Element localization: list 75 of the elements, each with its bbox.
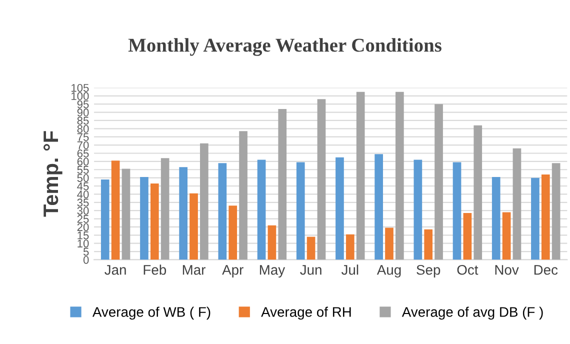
y-tick-label: 55 bbox=[77, 166, 89, 174]
bar bbox=[239, 131, 248, 260]
bar bbox=[374, 154, 383, 260]
bar bbox=[200, 143, 208, 260]
y-tick-label: 95 bbox=[77, 100, 89, 108]
bar bbox=[541, 174, 550, 260]
y-tick-label: 90 bbox=[77, 108, 89, 116]
x-tick-label: Nov bbox=[495, 265, 519, 275]
bar bbox=[190, 193, 198, 260]
bar bbox=[317, 99, 326, 260]
y-tick-label: 105 bbox=[72, 84, 89, 92]
bar bbox=[512, 148, 522, 260]
bar bbox=[452, 162, 462, 260]
bar bbox=[492, 176, 500, 260]
bar bbox=[424, 229, 433, 260]
y-tick-label: 5 bbox=[83, 248, 89, 256]
y-tick-label: 25 bbox=[77, 215, 89, 223]
x-tick-label: Feb bbox=[144, 264, 166, 275]
legend-label: Average of avg DB (F ) bbox=[402, 306, 543, 320]
y-axis-title: Temp. °F bbox=[44, 131, 62, 217]
y-tick-label: 100 bbox=[72, 92, 89, 100]
y-tick-label: 45 bbox=[77, 182, 89, 190]
bar bbox=[502, 212, 511, 260]
y-tick-label: 80 bbox=[77, 124, 89, 133]
bar bbox=[385, 228, 394, 260]
bar bbox=[150, 184, 159, 260]
bar bbox=[160, 158, 170, 260]
x-tick-label: Oct bbox=[457, 264, 478, 275]
x-tick-label: May bbox=[260, 265, 286, 278]
x-tick-label: Apr bbox=[222, 265, 244, 278]
bar bbox=[179, 167, 188, 260]
x-tick-label: Jul bbox=[341, 264, 358, 275]
bar bbox=[336, 157, 344, 260]
bar bbox=[463, 213, 472, 260]
bar bbox=[356, 92, 365, 260]
x-tick-label: Aug bbox=[376, 265, 401, 278]
y-tick-label: 20 bbox=[77, 223, 89, 232]
bar bbox=[434, 104, 443, 260]
y-tick-label: 10 bbox=[78, 240, 89, 248]
y-tick-label: 0 bbox=[83, 256, 89, 264]
y-tick-label: 50 bbox=[77, 174, 89, 182]
y-tick-label: 40 bbox=[77, 190, 89, 198]
y-tick-label: 85 bbox=[77, 116, 89, 125]
bar bbox=[122, 168, 130, 260]
y-tick-label: 35 bbox=[77, 198, 89, 207]
bar bbox=[140, 176, 148, 260]
bar bbox=[296, 162, 305, 260]
bar bbox=[218, 163, 227, 260]
bar bbox=[278, 109, 287, 260]
x-tick-label: Mar bbox=[182, 265, 206, 275]
bar bbox=[552, 163, 560, 260]
bar bbox=[257, 160, 266, 260]
y-tick-label: 15 bbox=[78, 232, 89, 240]
legend-label: Average of WB ( F) bbox=[92, 306, 210, 320]
y-tick-label: 70 bbox=[77, 141, 89, 150]
bar bbox=[111, 160, 120, 260]
bar bbox=[306, 236, 316, 260]
x-tick-label: Jun bbox=[300, 265, 322, 275]
bar bbox=[346, 234, 354, 260]
legend-label: Average of RH bbox=[261, 306, 351, 320]
bar bbox=[396, 92, 404, 260]
bar bbox=[100, 179, 110, 260]
bar bbox=[531, 178, 540, 260]
bar bbox=[474, 125, 482, 260]
bar bbox=[268, 225, 276, 260]
x-tick-label: Sep bbox=[416, 264, 440, 278]
x-tick-label: Dec bbox=[534, 265, 558, 275]
chart-title: Monthly Average Weather Conditions bbox=[128, 38, 442, 56]
y-tick-label: 65 bbox=[77, 150, 89, 158]
y-tick-label: 60 bbox=[77, 158, 89, 166]
y-tick-label: 75 bbox=[77, 133, 89, 141]
x-tick-label: Jan bbox=[104, 265, 126, 275]
y-tick-label: 30 bbox=[77, 206, 89, 215]
bar bbox=[228, 206, 238, 260]
bar bbox=[414, 160, 422, 260]
